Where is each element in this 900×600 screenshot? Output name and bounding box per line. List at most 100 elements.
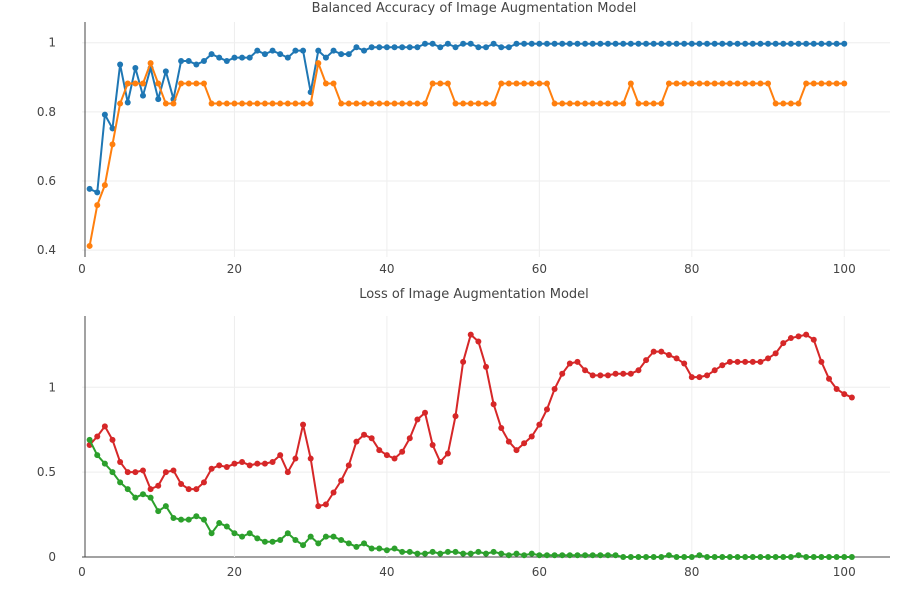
data-point [757,358,764,365]
data-point [742,40,749,47]
data-point [391,44,398,51]
y-tick-label: 0.6 [37,174,56,188]
data-point [399,448,406,455]
data-point [475,548,482,555]
data-point [429,548,436,555]
data-point [368,100,375,107]
data-point [688,374,695,381]
data-point [422,409,429,416]
x-tick-label: 80 [684,565,699,579]
data-point [513,80,520,87]
data-point [681,554,688,560]
series-1 [86,331,855,510]
data-point [658,40,665,47]
data-point [239,533,246,540]
data-point [566,360,573,367]
data-point [345,100,352,107]
data-point [643,554,650,560]
x-tick-label: 20 [227,565,242,579]
data-point [826,40,833,47]
data-point [284,54,291,61]
x-tick-label: 80 [684,262,699,276]
data-point [566,100,573,107]
data-point [483,550,489,557]
data-point [604,372,611,379]
data-point [178,481,185,488]
data-point [124,469,131,476]
data-point [513,40,520,47]
data-point [650,100,657,107]
data-point [101,182,108,189]
data-point [353,100,360,107]
data-point [269,538,276,545]
data-point [696,552,703,559]
data-point [620,554,627,560]
data-point [200,80,207,87]
data-point [833,40,840,47]
data-point [368,545,375,552]
data-point [795,100,802,107]
data-point [376,100,383,107]
series-line [88,62,845,247]
data-point [498,425,505,432]
data-point [239,458,246,465]
data-point [604,552,611,559]
data-point [117,100,124,107]
data-point [353,44,360,51]
data-point [681,40,688,47]
data-point [803,554,810,560]
data-point [231,530,238,537]
data-point [223,464,230,471]
data-point [795,40,802,47]
data-point [444,548,451,555]
data-point [543,552,550,559]
data-point [726,40,733,47]
data-point [94,189,101,196]
data-point [665,80,672,87]
data-point [749,40,756,47]
data-point [429,441,436,448]
data-point [711,40,718,47]
data-point [826,554,833,560]
data-point [719,40,726,47]
data-point [559,552,566,559]
data-point [726,554,733,560]
data-point [483,44,489,51]
data-point [650,554,657,560]
series-line [89,42,845,194]
data-point [612,40,619,47]
data-point [284,100,291,107]
x-tick-label: 100 [833,565,856,579]
data-point [818,554,825,560]
data-point [787,40,794,47]
data-point [162,100,169,107]
data-point [536,80,543,87]
data-point [467,40,474,47]
data-point [559,370,566,377]
y-tick-label: 0.5 [37,465,56,479]
data-point [414,44,421,51]
data-point [193,486,200,493]
data-point [376,545,383,552]
data-point [193,80,200,87]
data-point [665,40,672,47]
data-point [536,552,543,559]
data-point [635,367,642,374]
data-point [429,40,436,47]
data-point [787,554,794,560]
data-point [300,100,307,107]
data-point [475,44,482,51]
data-point [505,80,512,87]
data-point [734,554,741,560]
data-point [185,58,192,65]
data-point [315,540,322,547]
data-point [383,547,390,554]
data-point [841,40,848,47]
data-point [582,367,589,374]
data-point [505,44,512,51]
data-point [452,44,459,51]
data-point [597,552,604,559]
data-point [200,479,207,486]
data-point [109,141,116,148]
data-point [124,99,131,106]
